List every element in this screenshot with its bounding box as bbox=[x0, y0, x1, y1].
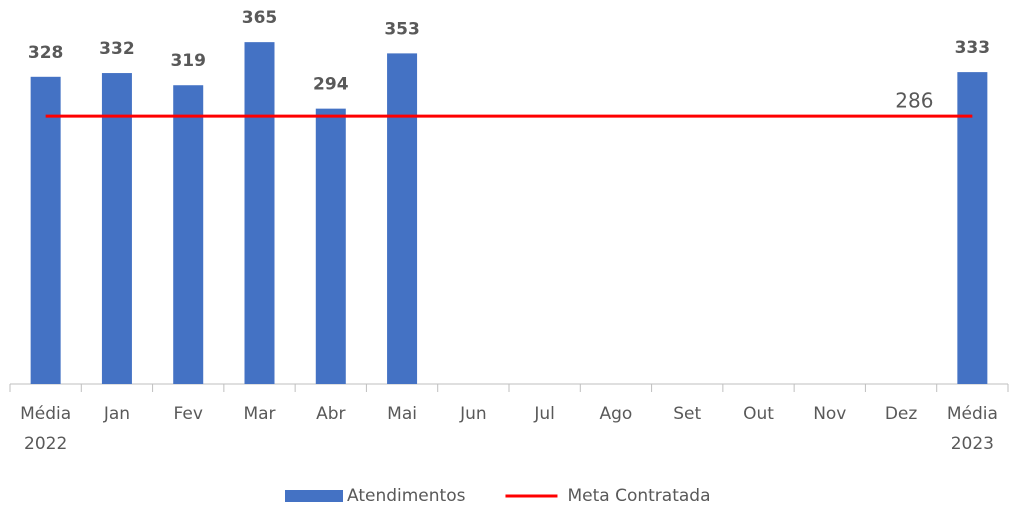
x-tick-label: Jul bbox=[533, 404, 555, 424]
x-tick-label: Set bbox=[673, 404, 701, 424]
data-label: 328 bbox=[28, 43, 64, 63]
bar bbox=[30, 76, 61, 385]
x-tick-label: Média 2023 bbox=[947, 404, 998, 454]
x-tick-label: Dez bbox=[885, 404, 918, 424]
data-label: 353 bbox=[384, 19, 420, 39]
legend-label: Meta Contratada bbox=[567, 486, 710, 506]
data-label: 286 bbox=[895, 89, 933, 113]
bar bbox=[957, 72, 988, 385]
x-tick-label: Mar bbox=[243, 404, 275, 424]
x-tick-label: Jan bbox=[103, 404, 130, 424]
data-label: 294 bbox=[313, 75, 349, 95]
x-tick-label: Jun bbox=[459, 404, 487, 424]
bar bbox=[173, 85, 204, 384]
x-tick-label: Abr bbox=[316, 404, 345, 424]
bar bbox=[101, 73, 132, 385]
data-label: 319 bbox=[170, 51, 206, 71]
x-tick-label: Mai bbox=[387, 404, 417, 424]
x-tick-label: Ago bbox=[600, 404, 633, 424]
data-label: 365 bbox=[242, 8, 278, 28]
bar bbox=[387, 53, 418, 384]
legend-label: Atendimentos bbox=[347, 486, 466, 506]
x-tick-label: Fev bbox=[174, 404, 203, 424]
bar bbox=[315, 108, 346, 384]
data-label: 332 bbox=[99, 39, 135, 59]
legend-swatch bbox=[285, 490, 343, 502]
x-tick-label: Média 2022 bbox=[20, 404, 71, 454]
bar bbox=[244, 42, 275, 385]
x-tick-label: Out bbox=[743, 404, 774, 424]
data-label: 333 bbox=[955, 38, 991, 58]
x-tick-label: Nov bbox=[813, 404, 846, 424]
